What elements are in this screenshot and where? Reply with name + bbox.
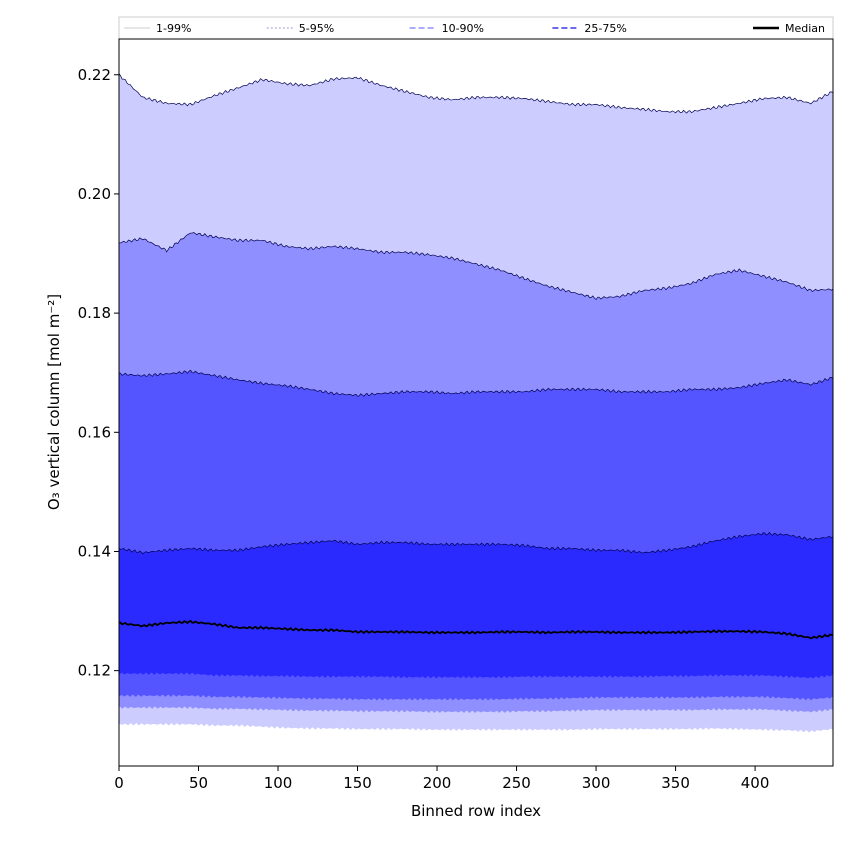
- y-axis-title: O₃ vertical column [mol m⁻²]: [45, 294, 63, 510]
- legend: 1-99% 5-95% 10-90% 25-75% Median: [118, 16, 834, 40]
- x-tick-label: 300: [582, 774, 611, 792]
- median-line: [118, 619, 834, 640]
- x-tick-label: 0: [114, 774, 124, 792]
- band-25-to-75-upper-edge: [118, 531, 834, 555]
- band-25-to-75-area: [119, 532, 833, 679]
- legend-label: 25-75%: [584, 22, 626, 35]
- x-tick-label: 200: [423, 774, 452, 792]
- y-tick-label: 0.22: [78, 66, 111, 84]
- x-axis: 0 50 100 150 200 250 300 350 400: [114, 766, 769, 792]
- y-tick-label: 0.16: [78, 423, 111, 441]
- x-tick-label: 400: [741, 774, 770, 792]
- legend-label: 5-95%: [299, 22, 334, 35]
- x-tick-label: 150: [343, 774, 372, 792]
- legend-label: 1-99%: [156, 22, 191, 35]
- x-tick-label: 250: [502, 774, 531, 792]
- y-axis: 0.12 0.14 0.16 0.18 0.20 0.22: [78, 66, 119, 680]
- band-10-to-90-upper-edge: [118, 369, 834, 397]
- y-tick-label: 0.20: [78, 185, 111, 203]
- x-tick-label: 100: [264, 774, 293, 792]
- x-tick-label: 50: [189, 774, 208, 792]
- band-1-to-99-upper-edge: [118, 73, 834, 114]
- legend-label: 10-90%: [442, 22, 484, 35]
- x-axis-title: Binned row index: [411, 802, 541, 820]
- y-tick-label: 0.14: [78, 542, 111, 560]
- y-tick-label: 0.12: [78, 662, 111, 680]
- band-5-to-95-upper-edge: [118, 232, 834, 301]
- x-tick-label: 350: [661, 774, 690, 792]
- legend-label: Median: [785, 22, 825, 35]
- plot-frame: [118, 38, 834, 767]
- y-tick-label: 0.18: [78, 304, 111, 322]
- median-layer: [118, 619, 834, 640]
- band-layer: [118, 73, 834, 733]
